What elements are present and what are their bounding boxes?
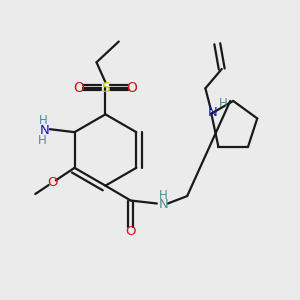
Text: H: H: [219, 98, 228, 110]
Text: N: N: [40, 124, 50, 137]
Text: S: S: [101, 81, 110, 94]
Text: H: H: [38, 134, 46, 147]
Text: O: O: [47, 176, 58, 189]
Text: N: N: [208, 106, 218, 118]
Text: O: O: [125, 225, 136, 238]
Text: H: H: [39, 114, 48, 128]
Text: O: O: [73, 81, 84, 94]
Text: N: N: [159, 199, 169, 212]
Text: H: H: [159, 189, 168, 202]
Text: O: O: [127, 81, 138, 94]
